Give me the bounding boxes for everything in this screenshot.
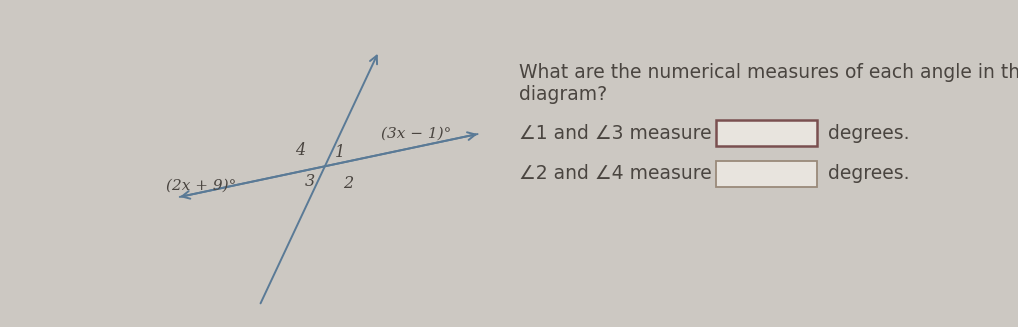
Text: degrees.: degrees. <box>828 164 909 183</box>
Text: 2: 2 <box>343 175 353 192</box>
Text: degrees.: degrees. <box>828 124 909 143</box>
Text: (2x + 9)°: (2x + 9)° <box>166 179 236 193</box>
Text: 4: 4 <box>295 142 305 159</box>
Text: ∠2 and ∠4 measure: ∠2 and ∠4 measure <box>518 164 712 183</box>
Text: ∠1 and ∠3 measure: ∠1 and ∠3 measure <box>518 124 712 143</box>
FancyBboxPatch shape <box>717 161 817 187</box>
Text: (3x − 1)°: (3x − 1)° <box>381 127 451 141</box>
Text: 1: 1 <box>335 144 345 161</box>
Text: What are the numerical measures of each angle in the
diagram?: What are the numerical measures of each … <box>518 63 1018 104</box>
FancyBboxPatch shape <box>717 120 817 146</box>
Text: 3: 3 <box>304 173 315 190</box>
